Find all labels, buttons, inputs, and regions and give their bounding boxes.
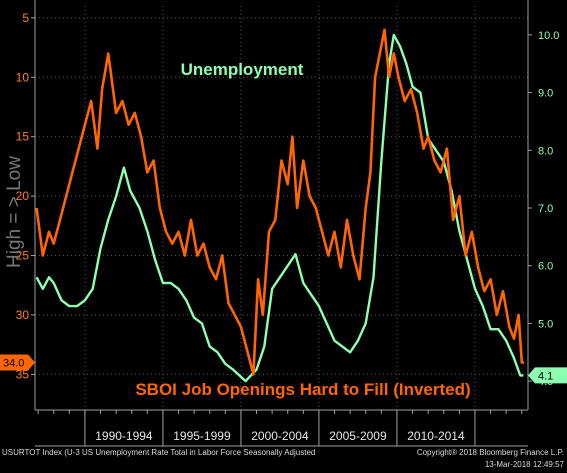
right-tick-label: 5.0	[538, 318, 553, 330]
left-tick-label: 5	[22, 11, 29, 25]
left-last-value-tag	[0, 354, 35, 371]
footer-source: USURTOT Index (U-3 US Unemployment Rate …	[2, 448, 316, 457]
right-last-value: 4.1	[538, 370, 553, 382]
sboi-series-line	[35, 28, 525, 376]
unemployment-series-line	[35, 33, 524, 383]
left-last-value: 34.0	[3, 357, 24, 369]
right-tick-label: 7.0	[538, 203, 553, 215]
left-tick-label: 25	[16, 249, 30, 263]
gridlines	[35, 6, 528, 410]
right-tick-label: 10.0	[538, 30, 559, 42]
x-tick-label: 1990-1994	[95, 429, 153, 443]
right-tick-label: 6.0	[538, 261, 553, 273]
left-tick-label: 30	[16, 308, 30, 322]
x-tick-label: 2010-2014	[407, 429, 465, 443]
right-last-value-tag	[528, 367, 567, 384]
unemployment-title: Unemployment	[181, 60, 304, 79]
left-axis-label: High = > Low	[4, 156, 25, 268]
right-tick-label: 8.0	[538, 145, 553, 157]
x-tick-label: 1995-1999	[173, 429, 231, 443]
left-tick-label: 35	[16, 367, 30, 381]
left-tick-label: 15	[16, 130, 30, 144]
axes: 510152025303510.09.08.07.06.05.04.01990-…	[16, 0, 559, 447]
chart-background	[0, 0, 567, 447]
chart-labels: 34.0 4.1 Unemployment SBOI Job Openings Har…	[0, 60, 567, 399]
x-tick-label: 2005-2009	[329, 429, 387, 443]
series-layer	[35, 28, 525, 383]
sboi-title: SBOI Job Openings Hard to Fill (Inverted…	[135, 380, 470, 399]
footer-timestamp: 13-Mar-2018 12:49:57	[484, 460, 564, 469]
x-tick-label: 2000-2004	[251, 429, 309, 443]
chart: 510152025303510.09.08.07.06.05.04.01990-…	[0, 0, 567, 447]
footer-copyright: Copyright® 2018 Bloomberg Finance L.P.	[416, 448, 564, 457]
left-tick-label: 20	[16, 189, 30, 203]
left-tick-label: 10	[16, 70, 30, 84]
right-tick-label: 9.0	[538, 88, 553, 100]
